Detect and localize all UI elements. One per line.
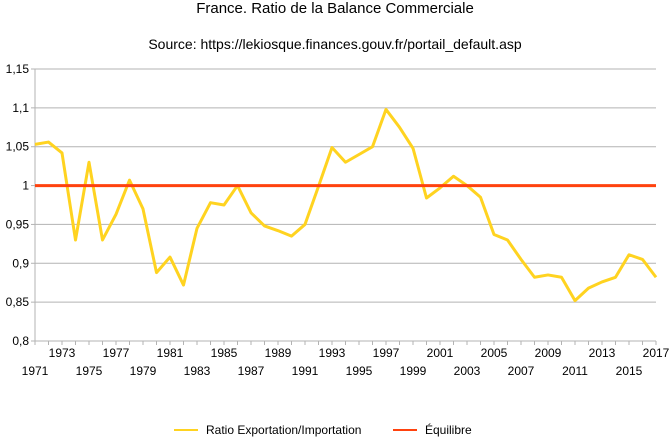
legend-item-equilibre: Équilibre — [393, 422, 472, 438]
x-tick-label: 1989 — [265, 346, 292, 360]
x-tick-label: 1971 — [22, 364, 49, 378]
axes — [31, 68, 657, 345]
x-tick-label: 1987 — [238, 364, 265, 378]
legend-swatch-ratio — [174, 429, 198, 431]
x-tick-label: 2007 — [508, 364, 535, 378]
y-tick-label: 0,85 — [6, 295, 30, 309]
x-tick-label: 1977 — [103, 346, 130, 360]
x-tick-label: 2015 — [616, 364, 643, 378]
x-tick-label: 1991 — [292, 364, 319, 378]
y-tick-label: 1,1 — [12, 101, 29, 115]
x-tick-label: 1973 — [49, 346, 76, 360]
x-tick-label: 1985 — [211, 346, 238, 360]
y-tick-label: 1,05 — [6, 140, 30, 154]
legend-label-equilibre: Équilibre — [425, 423, 472, 437]
series-lines — [34, 107, 658, 303]
y-tick-label: 0,8 — [12, 334, 29, 348]
x-tick-label: 2009 — [535, 346, 562, 360]
x-tick-label: 1997 — [373, 346, 400, 360]
x-tick-label: 2011 — [562, 364, 588, 378]
x-tick-label: 1995 — [346, 364, 373, 378]
legend-item-ratio: Ratio Exportation/Importation — [174, 422, 361, 438]
x-tick-label: 2001 — [427, 346, 454, 360]
grid-lines — [35, 68, 656, 342]
x-tick-label: 2005 — [481, 346, 508, 360]
y-tick-label: 1 — [22, 179, 29, 193]
legend-label-ratio: Ratio Exportation/Importation — [206, 423, 362, 437]
x-tick-label: 1979 — [130, 364, 157, 378]
x-tick-label: 2017 — [643, 346, 670, 360]
series-line-ratio — [34, 107, 658, 303]
x-tick-label: 1981 — [157, 346, 184, 360]
x-tick-label: 2003 — [454, 364, 481, 378]
chart-title: France. Ratio de la Balance Commerciale — [196, 0, 474, 17]
x-tick-label: 1993 — [319, 346, 346, 360]
x-tick-label: 1975 — [76, 364, 103, 378]
x-tick-label: 2013 — [589, 346, 616, 360]
y-tick-label: 1,15 — [6, 62, 30, 76]
y-tick-label: 0,9 — [12, 256, 29, 270]
x-tick-label: 1983 — [184, 364, 211, 378]
chart-subtitle: Source: https://lekiosque.finances.gouv.… — [148, 36, 522, 52]
legend-swatch-equilibre — [393, 429, 417, 431]
legend: Ratio Exportation/Importation Équilibre — [0, 422, 670, 438]
y-tick-label: 0,95 — [6, 217, 30, 231]
x-tick-label: 1999 — [400, 364, 427, 378]
